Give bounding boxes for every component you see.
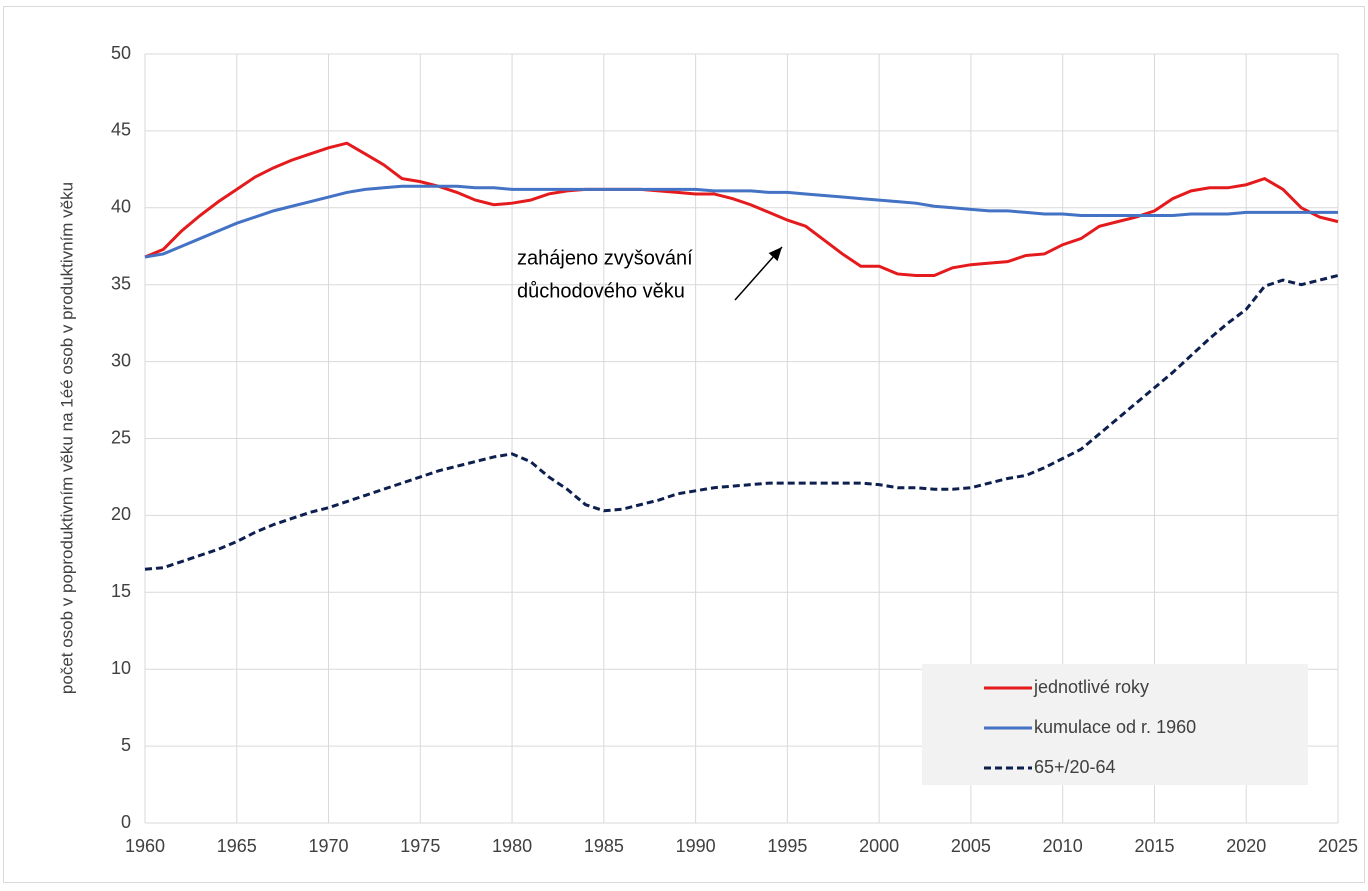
annotation: zahájeno zvyšování — [517, 247, 693, 269]
y-tick-label: 50 — [111, 43, 131, 63]
legend-label: jednotlivé roky — [1033, 677, 1149, 697]
y-tick-label: 45 — [111, 120, 131, 140]
x-tick-label: 1970 — [309, 836, 349, 856]
x-tick-label: 1980 — [492, 836, 532, 856]
y-tick-label: 5 — [121, 735, 131, 755]
x-tick-label: 1960 — [125, 836, 165, 856]
y-tick-label: 0 — [121, 812, 131, 832]
data-line — [144, 274, 1339, 571]
x-tick-label: 2025 — [1318, 836, 1358, 856]
legend: jednotlivé roky kumulace od r. 1960 65+/20… — [922, 664, 1308, 785]
annotation-arrow — [734, 246, 783, 301]
x-tick-label: 2015 — [1134, 836, 1174, 856]
y-tick-label: 40 — [111, 197, 131, 217]
y-axis-label: počet osob v poproduktivním věku na 1éé … — [57, 182, 76, 694]
x-tick-label: 2000 — [859, 836, 899, 856]
x-tick-label: 2005 — [951, 836, 991, 856]
legend-label: 65+/20-64 — [1034, 757, 1116, 777]
x-tick-label: 1975 — [400, 836, 440, 856]
x-tick-label: 1985 — [584, 836, 624, 856]
x-tick-label: 1990 — [676, 836, 716, 856]
y-tick-label: 20 — [111, 504, 131, 524]
data-line — [144, 184, 1338, 259]
x-tick-label: 2020 — [1226, 836, 1266, 856]
y-tick-label: 35 — [111, 273, 131, 293]
x-tick-label: 1965 — [217, 836, 257, 856]
x-tick-label: 1995 — [767, 836, 807, 856]
y-tick-label: 30 — [111, 350, 131, 370]
annotation: důchodového věku — [517, 280, 685, 302]
y-tick-label: 15 — [111, 581, 131, 601]
x-tick-label: 2010 — [1043, 836, 1083, 856]
legend-box — [922, 664, 1308, 785]
legend-label: kumulace od r. 1960 — [1034, 717, 1196, 737]
y-tick-label: 25 — [111, 427, 131, 447]
y-tick-label: 10 — [111, 658, 131, 678]
